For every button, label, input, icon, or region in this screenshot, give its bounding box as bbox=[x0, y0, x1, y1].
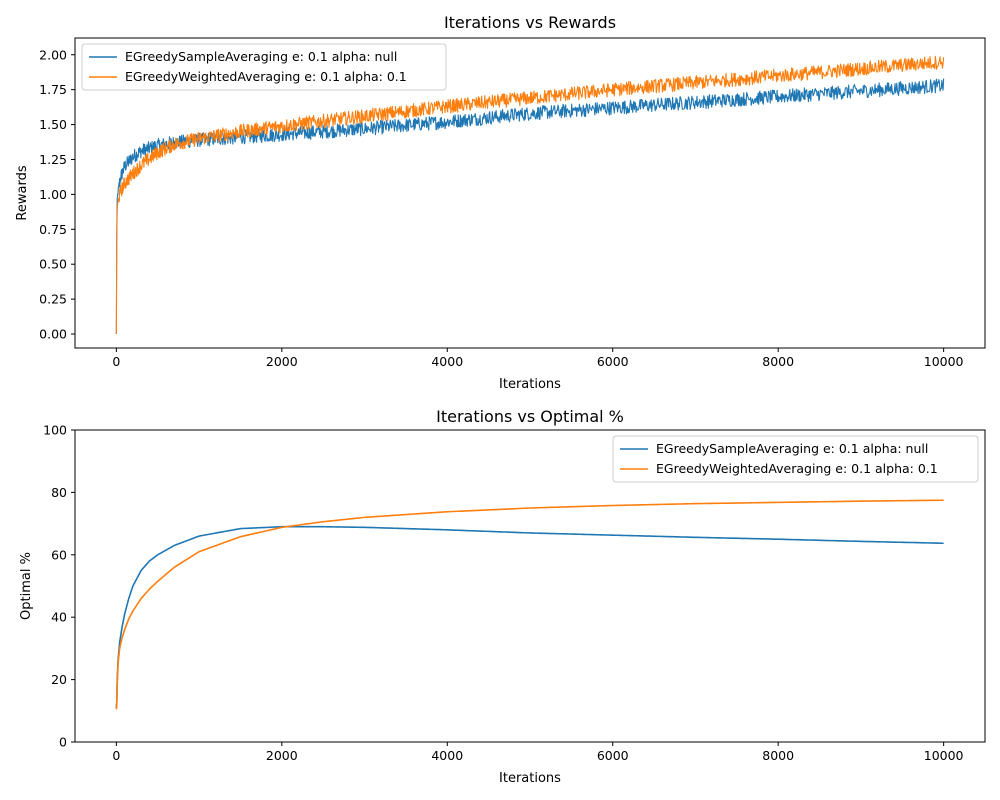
x-tick-label: 2000 bbox=[266, 748, 298, 763]
x-tick-label: 4000 bbox=[431, 354, 463, 369]
rewards-xlabel: Iterations bbox=[499, 377, 561, 392]
rewards-legend-label-weighted: EGreedyWeightedAveraging e: 0.1 alpha: 0… bbox=[125, 69, 407, 84]
optimal-legend-label-weighted: EGreedyWeightedAveraging e: 0.1 alpha: 0… bbox=[656, 461, 938, 476]
optimal-title: Iterations vs Optimal % bbox=[436, 407, 624, 426]
x-tick-label: 0 bbox=[112, 748, 120, 763]
x-tick-label: 0 bbox=[112, 354, 120, 369]
rewards-ylabel: Rewards bbox=[15, 165, 30, 220]
x-tick-label: 6000 bbox=[597, 354, 629, 369]
y-tick-label: 1.00 bbox=[39, 187, 67, 202]
optimal-series-group bbox=[115, 499, 944, 710]
x-tick-label: 10000 bbox=[924, 354, 964, 369]
series-line-sample-averaging bbox=[115, 525, 944, 709]
y-tick-label: 0.75 bbox=[39, 222, 67, 237]
optimal-panel: Iterations vs Optimal % 0 2000 4000 6000 800… bbox=[19, 407, 986, 786]
optimal-axes-frame bbox=[74, 429, 986, 743]
x-tick-label: 2000 bbox=[266, 354, 298, 369]
rewards-legend: EGreedySampleAveraging e: 0.1 alpha: nul… bbox=[81, 43, 447, 91]
x-tick-label: 8000 bbox=[762, 354, 794, 369]
optimal-ylabel: Optimal % bbox=[19, 552, 34, 620]
rewards-title: Iterations vs Rewards bbox=[444, 13, 616, 32]
y-tick-label: 20 bbox=[51, 672, 67, 687]
optimal-plot: 0 2000 4000 6000 8000 10000 0 20 40 60 80 100 bbox=[43, 423, 986, 763]
y-tick-label: 0.50 bbox=[39, 257, 67, 272]
optimal-x-ticks: 0 2000 4000 6000 8000 10000 bbox=[112, 742, 964, 763]
y-tick-label: 60 bbox=[51, 547, 67, 562]
y-tick-label: 1.50 bbox=[39, 117, 67, 132]
rewards-x-ticks: 0 2000 4000 6000 8000 10000 bbox=[112, 348, 964, 369]
x-tick-label: 8000 bbox=[762, 748, 794, 763]
y-tick-label: 100 bbox=[43, 423, 67, 438]
rewards-panel: Iterations vs Rewards 0 2000 4000 6000 8000 1… bbox=[15, 13, 986, 392]
series-line-weighted-averaging bbox=[115, 499, 944, 710]
x-tick-label: 6000 bbox=[597, 748, 629, 763]
series-line-weighted-averaging bbox=[115, 55, 945, 335]
y-tick-label: 80 bbox=[51, 485, 67, 500]
y-tick-label: 2.00 bbox=[39, 47, 67, 62]
y-tick-label: 1.75 bbox=[39, 82, 67, 97]
optimal-legend-label-sample: EGreedySampleAveraging e: 0.1 alpha: nul… bbox=[656, 441, 928, 456]
y-tick-label: 1.25 bbox=[39, 152, 67, 167]
rewards-axes-frame bbox=[74, 37, 986, 349]
series-line-sample-averaging bbox=[115, 78, 945, 335]
rewards-plot: 0 2000 4000 6000 8000 10000 0.00 0.25 0.50 0.75 1… bbox=[39, 37, 986, 369]
x-tick-label: 10000 bbox=[924, 748, 964, 763]
y-tick-label: 0.25 bbox=[39, 292, 67, 307]
optimal-legend-box bbox=[612, 435, 979, 483]
y-tick-label: 0 bbox=[59, 735, 67, 750]
x-tick-label: 4000 bbox=[431, 748, 463, 763]
rewards-series-group bbox=[115, 55, 945, 335]
optimal-xlabel: Iterations bbox=[499, 771, 561, 786]
y-tick-label: 40 bbox=[51, 610, 67, 625]
rewards-legend-label-sample: EGreedySampleAveraging e: 0.1 alpha: nul… bbox=[125, 49, 397, 64]
y-tick-label: 0.00 bbox=[39, 327, 67, 342]
optimal-legend: EGreedySampleAveraging e: 0.1 alpha: nul… bbox=[612, 435, 979, 483]
rewards-legend-box bbox=[81, 43, 447, 91]
optimal-y-ticks: 0 20 40 60 80 100 bbox=[43, 423, 75, 750]
rewards-y-ticks: 0.00 0.25 0.50 0.75 1.00 1.25 1.50 1.75 2.00 bbox=[39, 47, 75, 342]
